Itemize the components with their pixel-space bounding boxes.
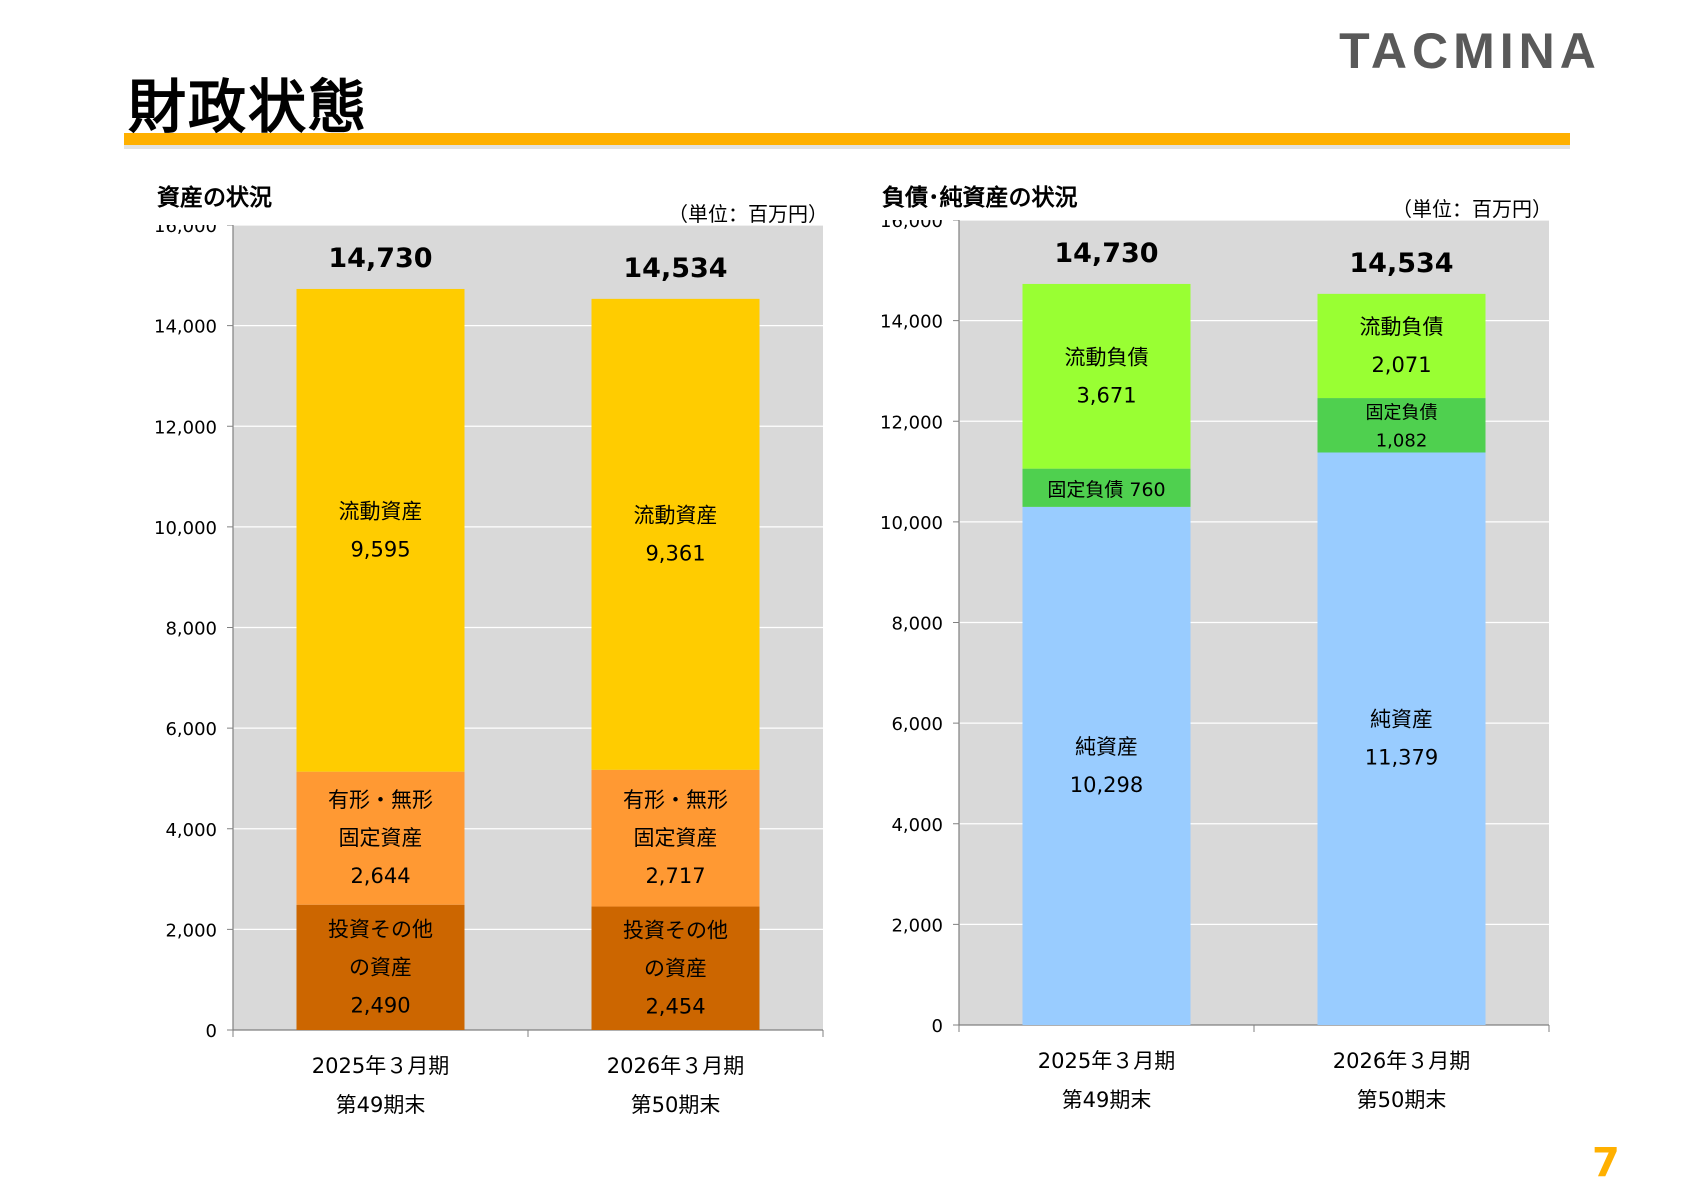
assets-y-tick-label: 10,000 xyxy=(154,518,217,539)
assets-segment-name: 投資その他 xyxy=(328,917,433,941)
assets-bar-segment xyxy=(591,906,760,1030)
assets-segment-value: 2,717 xyxy=(645,864,705,888)
assets-segment-value: 2,490 xyxy=(350,993,410,1017)
assets-segment-name: の資産 xyxy=(644,956,707,980)
title-accent-shadow xyxy=(124,145,1570,149)
liabilities-chart: 0 2,000 4,000 6,000 8,000 10,000 12,000 14,000 1… xyxy=(880,220,1550,1112)
liabilities-segment-value: 1,082 xyxy=(1376,430,1428,451)
assets-segment-name: 固定資産 xyxy=(634,826,718,850)
liabilities-segment-value: 2,071 xyxy=(1371,353,1431,377)
assets-category-sublabel: 第49期末 xyxy=(336,1093,426,1117)
assets-y-tick-label: 8,000 xyxy=(165,619,217,640)
assets-y-tick-label: 0 xyxy=(206,1021,217,1042)
liabilities-y-tick-label: 16,000 xyxy=(880,220,943,232)
assets-segment-name: 固定資産 xyxy=(339,826,423,850)
assets-y-tick-label: 2,000 xyxy=(165,920,217,941)
liabilities-segment-value: 760 xyxy=(1129,479,1165,501)
liabilities-category-label: 2025年３月期 xyxy=(1038,1049,1175,1073)
liabilities-total-label: 14,534 xyxy=(1349,248,1453,279)
liabilities-y-tick-label: 10,000 xyxy=(880,513,943,534)
assets-segment-name: の資産 xyxy=(349,955,412,979)
liabilities-unit-note: （単位：百万円） xyxy=(1392,197,1552,221)
liabilities-bar-segment xyxy=(1022,468,1191,507)
liabilities-segment-value: 10,298 xyxy=(1070,773,1143,797)
assets-segment-name: 流動資産 xyxy=(339,499,423,523)
liabilities-y-tick-label: 8,000 xyxy=(891,614,943,635)
liabilities-segment-name: 純資産 xyxy=(1370,708,1433,732)
liabilities-section-title: 負債･純資産の状況 xyxy=(882,185,1078,211)
title-accent-bar xyxy=(124,133,1570,145)
liabilities-y-tick-label: 4,000 xyxy=(891,815,943,836)
assets-segment-value: 9,361 xyxy=(645,541,705,565)
liabilities-segment-label: 固定負債 760 xyxy=(1047,479,1165,501)
tacmina-logo: TACMINA xyxy=(1339,23,1601,79)
assets-y-tick-label: 4,000 xyxy=(165,820,217,841)
liabilities-bar-segment xyxy=(1317,293,1486,399)
liabilities-total-label: 14,730 xyxy=(1054,238,1158,269)
assets-total-label: 14,730 xyxy=(328,243,432,274)
assets-y-tick-label: 16,000 xyxy=(154,225,217,237)
liabilities-bar-segment xyxy=(1022,283,1191,469)
assets-segment-value: 9,595 xyxy=(350,537,410,561)
assets-bar-segment xyxy=(591,298,760,770)
liabilities-bar-segment xyxy=(1317,452,1486,1025)
assets-segment-name: 有形・無形 xyxy=(623,788,728,812)
liabilities-bar-segment xyxy=(1317,398,1486,453)
page-title: 財政状態 xyxy=(128,73,369,141)
assets-category-label: 2026年３月期 xyxy=(607,1054,744,1078)
assets-segment-value: 2,454 xyxy=(645,994,705,1018)
assets-segment-name: 流動資産 xyxy=(634,503,718,527)
assets-segment-name: 有形・無形 xyxy=(328,788,433,812)
liabilities-segment-value: 3,671 xyxy=(1076,383,1136,407)
assets-y-tick-label: 14,000 xyxy=(154,317,217,338)
liabilities-segment-name: 流動負債 xyxy=(1065,345,1149,369)
liabilities-y-tick-label: 14,000 xyxy=(880,312,943,333)
liabilities-segment-name: 固定負債 xyxy=(1366,402,1438,423)
assets-bar-segment xyxy=(296,904,465,1030)
assets-section-title: 資産の状況 xyxy=(157,185,272,211)
assets-bar-segment xyxy=(296,771,465,905)
liabilities-bar-segment xyxy=(1022,506,1191,1026)
liabilities-segment-name: 固定負債 xyxy=(1047,479,1123,501)
logo-text: TACMINA xyxy=(1339,23,1601,79)
liabilities-category-sublabel: 第49期末 xyxy=(1062,1088,1152,1112)
assets-chart: 0 2,000 4,000 6,000 8,000 10,000 12,000 14,000 1… xyxy=(154,225,824,1117)
assets-unit-note: （単位：百万円） xyxy=(668,202,828,226)
liabilities-category-label: 2026年３月期 xyxy=(1333,1049,1470,1073)
page-number: 7 xyxy=(1592,1140,1620,1186)
liabilities-segment-name: 純資産 xyxy=(1075,735,1138,759)
liabilities-segment-name: 流動負債 xyxy=(1360,315,1444,339)
assets-bar-segment xyxy=(591,769,760,907)
assets-segment-value: 2,644 xyxy=(350,864,410,888)
assets-total-label: 14,534 xyxy=(623,253,727,284)
assets-category-label: 2025年３月期 xyxy=(312,1054,449,1078)
liabilities-y-tick-label: 0 xyxy=(932,1016,943,1037)
liabilities-y-tick-label: 2,000 xyxy=(891,915,943,936)
liabilities-category-sublabel: 第50期末 xyxy=(1357,1088,1447,1112)
assets-segment-name: 投資その他 xyxy=(623,918,728,942)
liabilities-segment-value: 11,379 xyxy=(1365,746,1438,770)
assets-y-tick-label: 12,000 xyxy=(154,417,217,438)
assets-bar-segment xyxy=(296,288,465,772)
liabilities-y-tick-label: 6,000 xyxy=(891,714,943,735)
assets-category-sublabel: 第50期末 xyxy=(631,1093,721,1117)
assets-y-tick-label: 6,000 xyxy=(165,719,217,740)
liabilities-y-tick-label: 12,000 xyxy=(880,412,943,433)
